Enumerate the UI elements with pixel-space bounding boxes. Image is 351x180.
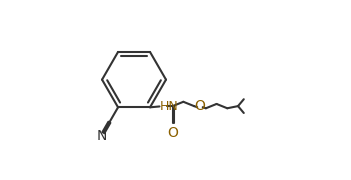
Text: N: N [96,129,107,143]
Text: O: O [167,126,178,140]
Text: O: O [194,99,205,113]
Text: HN: HN [160,100,179,113]
